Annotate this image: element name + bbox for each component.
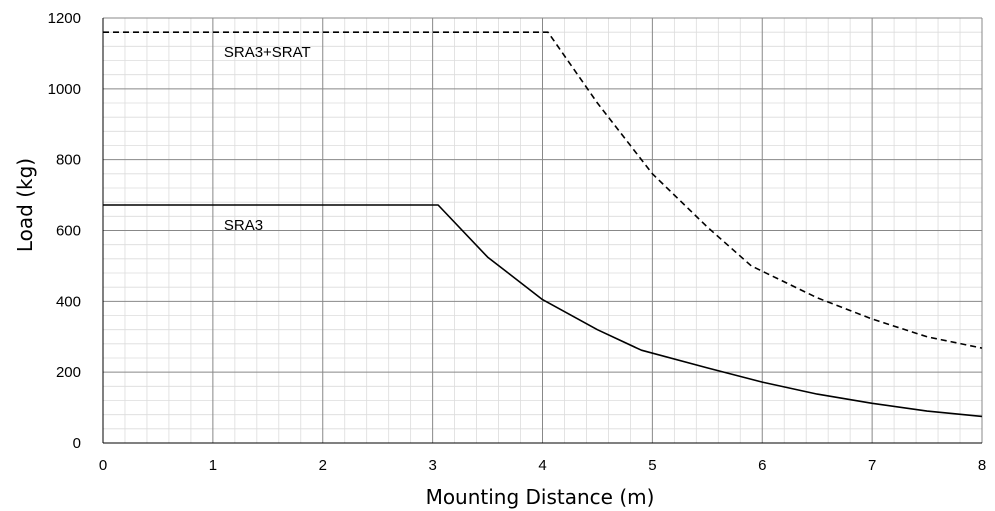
x-tick-label: 4 (538, 457, 546, 474)
x-tick-label: 3 (428, 457, 436, 474)
series-label: SRA3 (224, 217, 263, 234)
y-tick-label: 200 (56, 364, 81, 381)
x-tick-label: 7 (868, 457, 876, 474)
y-tick-label: 1200 (48, 10, 81, 27)
tick-labels: 0 1 2 3 4 5 6 7 8 0 200 400 600 800 1000 1200 (48, 10, 987, 474)
series-labels: SRA3+SRAT SRA3 (224, 44, 311, 234)
y-axis-title: Load (kg) (13, 158, 37, 252)
x-tick-label: 6 (758, 457, 766, 474)
y-tick-label: 1000 (48, 81, 81, 98)
y-tick-label: 0 (73, 435, 81, 452)
series-label: SRA3+SRAT (224, 44, 311, 61)
x-tick-label: 8 (978, 457, 986, 474)
y-tick-label: 400 (56, 293, 81, 310)
gridlines (102, 17, 983, 444)
x-tick-label: 0 (99, 457, 107, 474)
x-axis-title: Mounting Distance (m) (426, 485, 655, 509)
y-tick-label: 600 (56, 223, 81, 240)
x-tick-label: 1 (209, 457, 217, 474)
series-lines (103, 31, 983, 418)
y-tick-label: 800 (56, 152, 81, 169)
x-tick-label: 2 (319, 457, 327, 474)
axes (102, 18, 982, 444)
series-line-sra3 (103, 204, 983, 418)
x-tick-label: 5 (648, 457, 656, 474)
